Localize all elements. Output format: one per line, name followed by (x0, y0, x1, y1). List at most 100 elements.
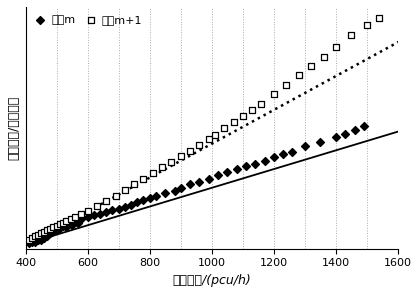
方案m+1 (34, 233, 41, 237)
方案m (261, 158, 268, 163)
方案m (351, 128, 358, 133)
方案m+1 (159, 165, 166, 170)
方案m (69, 223, 75, 228)
方案m+1 (53, 224, 60, 228)
方案m (66, 222, 72, 226)
方案m (25, 241, 32, 245)
方案m (187, 182, 194, 187)
方案m (171, 188, 178, 193)
方案m (49, 230, 55, 234)
方案m+1 (112, 193, 119, 198)
方案m (115, 206, 122, 211)
方案m (84, 215, 91, 220)
方案m+1 (47, 227, 54, 231)
方案m (252, 162, 259, 166)
方案m+1 (56, 222, 63, 227)
方案m (59, 224, 66, 228)
方案m (271, 155, 277, 160)
方案m (75, 220, 82, 225)
方案m+1 (78, 211, 85, 216)
方案m (215, 173, 221, 178)
方案m+1 (258, 101, 265, 106)
方案m (302, 144, 308, 148)
方案m (38, 238, 44, 243)
方案m (50, 228, 57, 233)
方案m (134, 200, 141, 205)
方案m+1 (283, 83, 290, 87)
方案m (34, 237, 41, 242)
方案m (53, 227, 60, 232)
方案m+1 (221, 126, 228, 130)
方案m (317, 139, 324, 144)
方案m (243, 164, 249, 169)
方案m (45, 230, 52, 235)
Legend: 方案m, 方案m+1: 方案m, 方案m+1 (31, 13, 145, 27)
方案m+1 (150, 171, 156, 176)
方案m (146, 196, 153, 200)
方案m (177, 186, 184, 190)
方案m (280, 152, 287, 157)
方案m+1 (28, 235, 35, 240)
方案m (162, 191, 168, 195)
方案m (233, 167, 240, 172)
方案m+1 (168, 159, 175, 164)
方案m (47, 231, 54, 236)
方案m (205, 176, 212, 181)
方案m (91, 213, 97, 218)
方案m (333, 135, 339, 139)
方案m+1 (140, 176, 147, 181)
方案m+1 (240, 113, 246, 118)
方案m (153, 193, 159, 198)
方案m+1 (44, 228, 51, 233)
Y-axis label: 车均延误/排队强度: 车均延误/排队强度 (7, 96, 20, 160)
方案m (140, 198, 147, 203)
方案m+1 (212, 132, 218, 137)
方案m+1 (84, 208, 91, 213)
方案m+1 (271, 92, 277, 96)
方案m+1 (376, 16, 383, 21)
方案m+1 (122, 188, 128, 192)
方案m+1 (333, 44, 339, 49)
方案m+1 (31, 234, 38, 239)
方案m (196, 180, 203, 185)
方案m+1 (67, 217, 74, 222)
方案m+1 (364, 23, 370, 28)
方案m+1 (131, 182, 137, 187)
方案m (224, 170, 230, 175)
方案m+1 (41, 230, 47, 234)
方案m (289, 149, 296, 154)
方案m (56, 226, 63, 231)
方案m+1 (93, 204, 100, 209)
方案m+1 (230, 120, 237, 124)
方案m (44, 233, 51, 238)
方案m (128, 202, 134, 207)
方案m (41, 235, 47, 240)
方案m (109, 208, 116, 213)
方案m+1 (38, 231, 44, 236)
方案m (342, 131, 349, 136)
方案m+1 (59, 220, 66, 225)
方案m (97, 211, 103, 216)
方案m+1 (50, 225, 57, 230)
方案m+1 (295, 73, 302, 78)
方案m+1 (62, 219, 69, 223)
X-axis label: 交通流量/(pcu/h): 交通流量/(pcu/h) (172, 274, 251, 287)
方案m+1 (72, 215, 78, 220)
方案m+1 (25, 237, 32, 242)
方案m (39, 235, 46, 240)
方案m+1 (103, 199, 110, 204)
方案m+1 (308, 64, 315, 69)
方案m (361, 123, 367, 128)
方案m (28, 240, 35, 244)
方案m+1 (348, 33, 355, 38)
方案m+1 (177, 154, 184, 158)
方案m (62, 225, 69, 230)
方案m+1 (249, 108, 256, 112)
方案m+1 (196, 143, 203, 147)
方案m (42, 233, 49, 238)
方案m+1 (187, 148, 194, 153)
方案m+1 (205, 136, 212, 141)
方案m (78, 217, 85, 222)
方案m (31, 240, 38, 245)
方案m (103, 210, 110, 215)
